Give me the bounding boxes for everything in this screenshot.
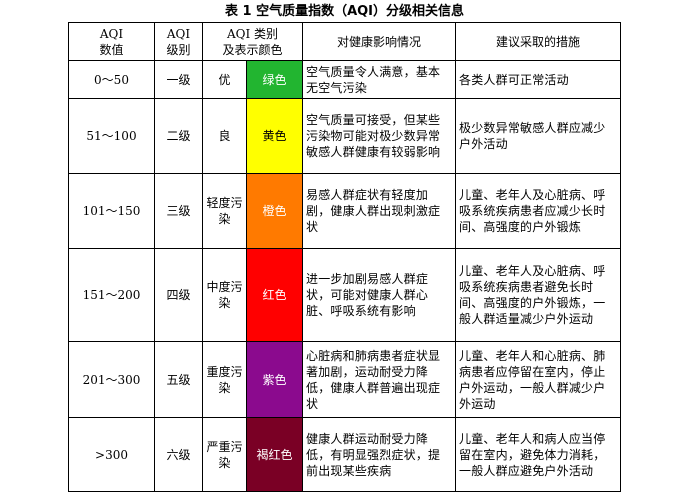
aqi-range-cell: >300 [68, 417, 155, 492]
aqi-category-cell: 中度污染 [202, 248, 247, 342]
advice-cell: 儿童、老年人和病人应当停留在室内，避免体力消耗，一般人群应避免户外活动 [455, 417, 622, 492]
aqi-category-cell: 重度污染 [202, 341, 247, 418]
table-row: 101～150 三级 轻度污染 橙色 易感人群症状有轻度加剧，健康人群出现刺激症… [68, 173, 622, 249]
header-advice: 建议采取的措施 [455, 22, 622, 61]
table-row: 51～100 二级 良 黄色 空气质量可接受，但某些污染物可能对极少数异常敏感人… [68, 98, 622, 174]
aqi-level-cell: 一级 [154, 60, 203, 99]
aqi-category-cell: 轻度污染 [202, 173, 247, 249]
color-swatch-green: 绿色 [245, 60, 304, 99]
color-swatch-yellow: 黄色 [245, 98, 304, 174]
header-aqi-category-line2: 及表示颜色 [222, 42, 283, 57]
color-swatch-purple: 紫色 [245, 341, 304, 418]
table-caption: 表 1 空气质量指数（AQI）分级相关信息 [224, 4, 465, 19]
aqi-range-cell: 101～150 [68, 173, 155, 249]
aqi-level-cell: 五级 [154, 341, 203, 418]
aqi-range-cell: 51～100 [68, 98, 155, 174]
aqi-range-cell: 0～50 [68, 60, 155, 99]
aqi-range-cell: 151～200 [68, 248, 155, 342]
header-row: AQI 数值 AQI 级别 AQI 类别 及表示颜色 对健康影响情况 建议采取的… [68, 22, 622, 61]
header-aqi-category: AQI 类别 及表示颜色 [201, 22, 304, 61]
header-health-effect: 对健康影响情况 [302, 22, 457, 61]
health-effect-cell: 空气质量令人满意，基本无空气污染 [302, 60, 457, 99]
color-swatch-maroon: 褐红色 [245, 417, 304, 492]
header-aqi-range: AQI 数值 [68, 22, 155, 61]
header-aqi-range-line2: 数值 [99, 42, 124, 57]
aqi-level-cell: 三级 [154, 173, 203, 249]
header-aqi-level: AQI 级别 [154, 22, 203, 61]
health-effect-cell: 心脏病和肺病患者症状显著加剧，运动耐受力降低，健康人群普遍出现症状 [302, 341, 457, 418]
health-effect-cell: 易感人群症状有轻度加剧，健康人群出现刺激症状 [302, 173, 457, 249]
advice-cell: 儿童、老年人及心脏病、呼吸系统疾病患者应减少长时间、高强度的户外锻炼 [455, 173, 622, 249]
color-swatch-red: 红色 [245, 248, 304, 342]
table-row: 0～50 一级 优 绿色 空气质量令人满意，基本无空气污染 各类人群可正常活动 [68, 60, 622, 99]
table-row: 201～300 五级 重度污染 紫色 心脏病和肺病患者症状显著加剧，运动耐受力降… [68, 341, 622, 418]
health-effect-cell: 健康人群运动耐受力降低，有明显强烈症状，提前出现某些疾病 [302, 417, 457, 492]
advice-cell: 儿童、老年人及心脏病、呼吸系统疾病患者避免长时间、高强度的户外锻炼，一般人群适量… [455, 248, 622, 342]
advice-cell: 极少数异常敏感人群应减少户外活动 [455, 98, 622, 174]
health-effect-cell: 空气质量可接受，但某些污染物可能对极少数异常敏感人群健康有较弱影响 [302, 98, 457, 174]
aqi-category-cell: 严重污染 [202, 417, 247, 492]
aqi-level-cell: 六级 [154, 417, 203, 492]
color-swatch-orange: 橙色 [245, 173, 304, 249]
advice-cell: 各类人群可正常活动 [455, 60, 622, 99]
advice-cell: 儿童、老年人和心脏病、肺病患者应停留在室内，停止户外运动，一般人群减少户外运动 [455, 341, 622, 418]
header-aqi-level-line1: AQI [166, 26, 191, 41]
header-aqi-category-line1: AQI 类别 [226, 26, 279, 41]
aqi-table: AQI 数值 AQI 级别 AQI 类别 及表示颜色 对健康影响情况 建议采取的… [68, 22, 622, 492]
header-aqi-range-line1: AQI [99, 26, 124, 41]
aqi-category-cell: 良 [202, 98, 247, 174]
table-row: 151～200 四级 中度污染 红色 进一步加剧易感人群症状，可能对健康人群心脏… [68, 248, 622, 342]
aqi-level-cell: 二级 [154, 98, 203, 174]
aqi-level-cell: 四级 [154, 248, 203, 342]
aqi-range-cell: 201～300 [68, 341, 155, 418]
health-effect-cell: 进一步加剧易感人群症状，可能对健康人群心脏、呼吸系统有影响 [302, 248, 457, 342]
aqi-category-cell: 优 [202, 60, 247, 99]
header-aqi-level-line2: 级别 [166, 42, 191, 57]
table-row: >300 六级 严重污染 褐红色 健康人群运动耐受力降低，有明显强烈症状，提前出… [68, 417, 622, 492]
